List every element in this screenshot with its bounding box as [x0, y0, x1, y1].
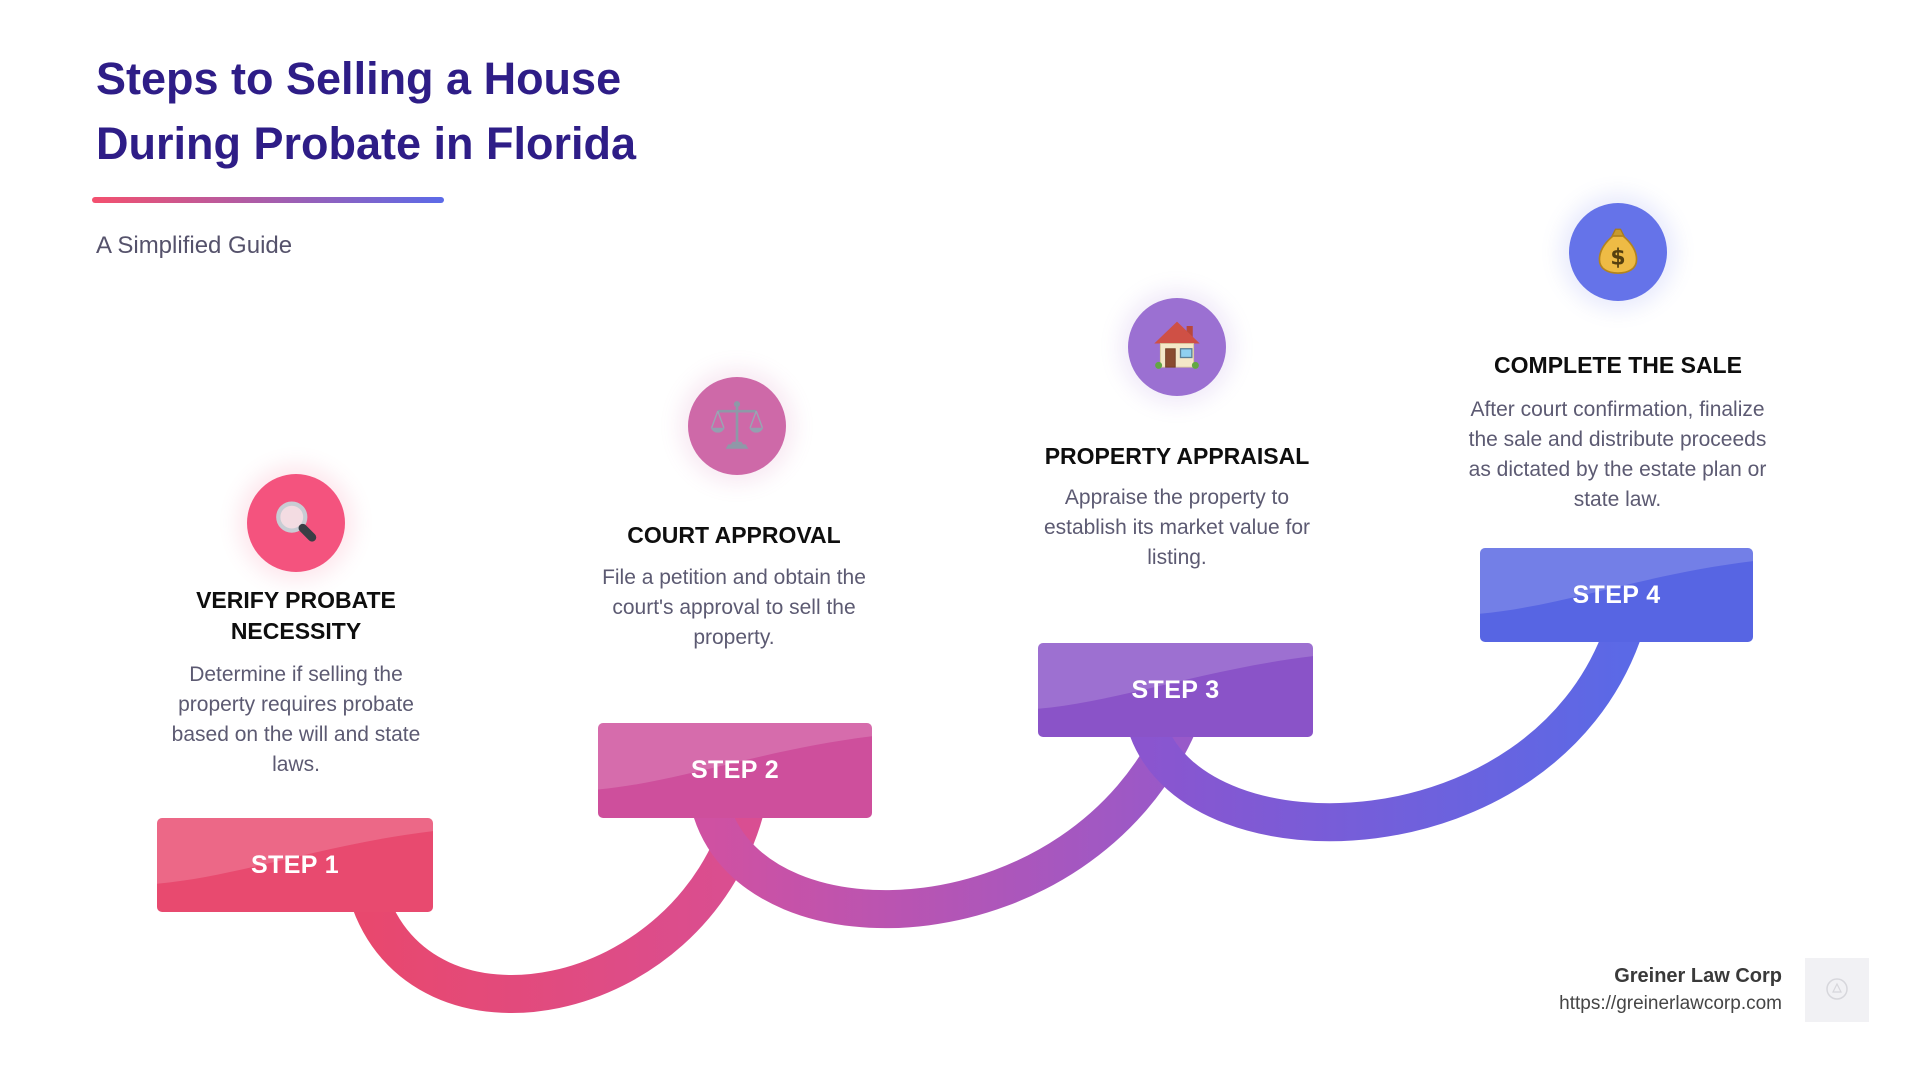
footer-url: https://greinerlawcorp.com: [1559, 993, 1782, 1014]
footer-company-name: Greiner Law Corp: [1614, 965, 1782, 987]
step-3-description: Appraise the property to establish its m…: [1043, 486, 1311, 569]
step-2-description: File a petition and obtain the court's a…: [602, 566, 866, 649]
step-4-label: STEP 4: [1572, 580, 1661, 609]
step-2-label: STEP 2: [690, 756, 780, 784]
svg-text:$: $: [1610, 246, 1625, 271]
step-3-label: STEP 3: [1131, 675, 1220, 704]
step-4-title: COMPLETE THE SALE: [1494, 352, 1742, 378]
step-4-icon-circle: $: [1569, 203, 1667, 301]
page-title: Steps to Selling a House During Probate …: [96, 46, 636, 176]
step-3-badge: STEP 3: [1038, 643, 1313, 737]
balance-scale-icon: [710, 401, 764, 449]
connector-1-2: [349, 804, 764, 1013]
step-4-badge: STEP 4: [1480, 548, 1753, 642]
connector-3-4: [1130, 628, 1640, 842]
page-title-line1: Steps to Selling a House: [96, 53, 622, 104]
page-title-line2: During Probate in Florida: [96, 118, 637, 169]
subtitle: A Simplified Guide: [96, 232, 293, 259]
step-4-description: After court confirmation, finalize the s…: [1468, 398, 1767, 511]
step-1-description: Determine if selling the property requir…: [171, 663, 421, 776]
watermark-icon: [1826, 978, 1848, 1000]
house-icon: [1154, 321, 1200, 369]
footer-logo-square: [1805, 958, 1869, 1022]
money-bag-icon: $: [1598, 228, 1638, 274]
badge-gloss: [1038, 643, 1313, 709]
step-1-badge: STEP 1: [157, 818, 433, 912]
step-1-label: STEP 1: [250, 850, 340, 879]
badge-gloss: [1480, 548, 1753, 614]
step-3-title: PROPERTY APPRAISAL: [1044, 443, 1310, 469]
step-3-icon-circle: [1128, 298, 1226, 396]
step-2-badge: STEP 2: [598, 723, 872, 818]
step-2-title: COURT APPROVAL: [627, 522, 841, 548]
magnifier-icon: [276, 501, 317, 542]
badge-gloss: [598, 723, 872, 790]
footer-attribution: Greiner Law Corp https://greinerlawcorp.…: [1559, 963, 1782, 1017]
step-1-title: VERIFY PROBATE NECESSITY: [196, 587, 396, 644]
title-underline: [92, 197, 444, 203]
badge-gloss: [157, 818, 433, 884]
step-1-icon-circle: [247, 474, 345, 572]
connector-2-3: [693, 717, 1196, 929]
step-2-icon-circle: [688, 377, 786, 475]
